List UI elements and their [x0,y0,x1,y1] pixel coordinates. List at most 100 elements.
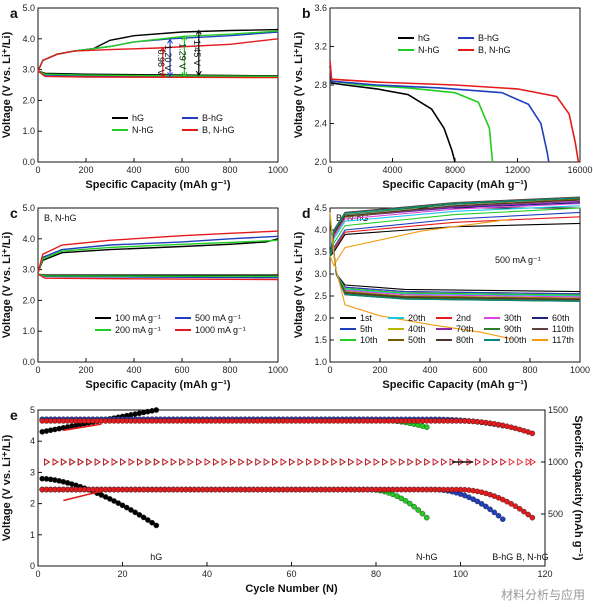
x-tick-label: 200 [78,365,93,375]
y-axis-label: Voltage (V vs. Li⁺/Li) [1,434,13,541]
y-tick-label: 0 [30,561,35,571]
x-tick-label: 400 [422,365,437,375]
x-tick-label: 60 [286,569,296,579]
x-tick-label: 20 [117,569,127,579]
x-tick-label: 600 [472,365,487,375]
y-tick-label: 2.4 [314,119,327,129]
x-tick-label: 100 [453,569,468,579]
capacity-point [508,458,515,466]
discharge-point [411,503,417,510]
discharge-point [491,509,498,516]
x-tick-label: 4000 [382,165,402,175]
capacity-point [229,458,237,466]
discharge-point [398,495,405,502]
panel-letter: a [10,5,18,21]
x-tick-label: 80 [371,569,381,579]
y-tick-label: 1.0 [22,126,35,136]
series-line-discharge [37,273,279,278]
y-tick-label: 3 [30,467,35,477]
capacity-point [339,458,346,466]
y2-tick-label: 1500 [548,405,568,415]
discharge-point [132,509,138,516]
arrow-head [159,73,166,79]
legend-entry: 1st [360,313,373,323]
x-tick-label: 800 [222,165,237,175]
capacity-point [204,458,211,466]
x-tick-label: 200 [78,165,93,175]
gap-label: 1.45 V [192,40,202,66]
series-label: N-hG [416,552,438,562]
legend-entry: N-hG [418,45,440,55]
discharge-point [516,505,523,512]
capacity-point [280,458,287,466]
capacity-point [356,458,363,466]
y-tick-label: 4.0 [22,234,35,244]
gap-label: 0.96 V [156,50,166,76]
arrow-head [159,46,166,52]
panel-label: B, N-hG [44,213,77,223]
panel-letter: c [10,205,18,221]
arrow-head [181,35,188,41]
x-tick-label: 600 [174,365,189,375]
legend-entry: 10th [360,335,378,345]
y-tick-label: 5.0 [22,203,35,213]
legend-entry: 80th [456,335,474,345]
capacity-point [398,458,406,466]
discharge-point [119,502,126,509]
y-tick-label: 4.0 [314,225,327,235]
series-line-charge [37,235,279,273]
discharge-point [525,511,531,518]
legend-entry: hG [418,33,430,43]
series-line-discharge [329,216,581,296]
x-axis-label: Specific Capacity (mAh g⁻¹) [382,379,528,391]
y2-axis-label: Specific Capacity (mAh g⁻¹) [572,415,584,561]
discharge-point [145,517,151,523]
arrow-head [167,72,173,78]
x-tick-label: 200 [372,365,387,375]
legend-entry: 30th [504,313,522,323]
capacity-point [263,458,270,466]
y2-tick-label: 1000 [548,457,568,467]
series-line-charge [37,38,279,72]
y-tick-label: 4.0 [22,34,35,44]
panel-e: 0 20 40 60 80 100 120 0 1 2 3 4 5 Cycle Number (N) Vol… [1,405,584,595]
discharge-point [483,503,489,510]
capacity-point [120,458,127,466]
series-line-charge [329,222,581,257]
watermark: 材料分析与应用 [500,588,585,602]
series-line-charge [37,230,279,273]
legend-entry: 60th [552,313,570,323]
series-line-charge [37,238,279,273]
series-label: B-hG [492,552,513,562]
discharge-point [423,514,430,521]
series-label: hG [150,552,162,562]
series-line-discharge [329,216,581,298]
series-line-charge [37,239,279,273]
capacity-point [475,458,482,466]
y2-tick-label: 500 [548,509,563,519]
capacity-point [137,458,144,466]
arrow-head [195,29,202,35]
panel-letter: e [10,407,18,423]
discharge-point [406,500,413,507]
capacity-point [213,458,220,466]
legend-entry: 5th [360,324,373,334]
capacity-point [145,458,152,466]
capacity-point [246,458,254,466]
y-axis-label: Voltage (V vs. Li⁺/Li) [1,31,13,138]
capacity-point [314,458,321,466]
arrow-charge-axis [63,423,102,432]
y-tick-label: 2.8 [314,80,327,90]
y-tick-label: 3.6 [314,3,327,13]
capacity-point [365,458,372,466]
capacity-point [103,458,110,466]
capacity-point [449,458,456,466]
legend-entry: 40th [408,324,426,334]
series-line-discharge [37,273,279,281]
series-line-charge [329,216,581,257]
y-tick-label: 3.0 [22,265,35,275]
capacity-point [390,458,397,466]
series-line-charge [329,207,581,257]
y-tick-label: 1.5 [314,335,327,345]
y-tick-label: 2.0 [22,295,35,305]
